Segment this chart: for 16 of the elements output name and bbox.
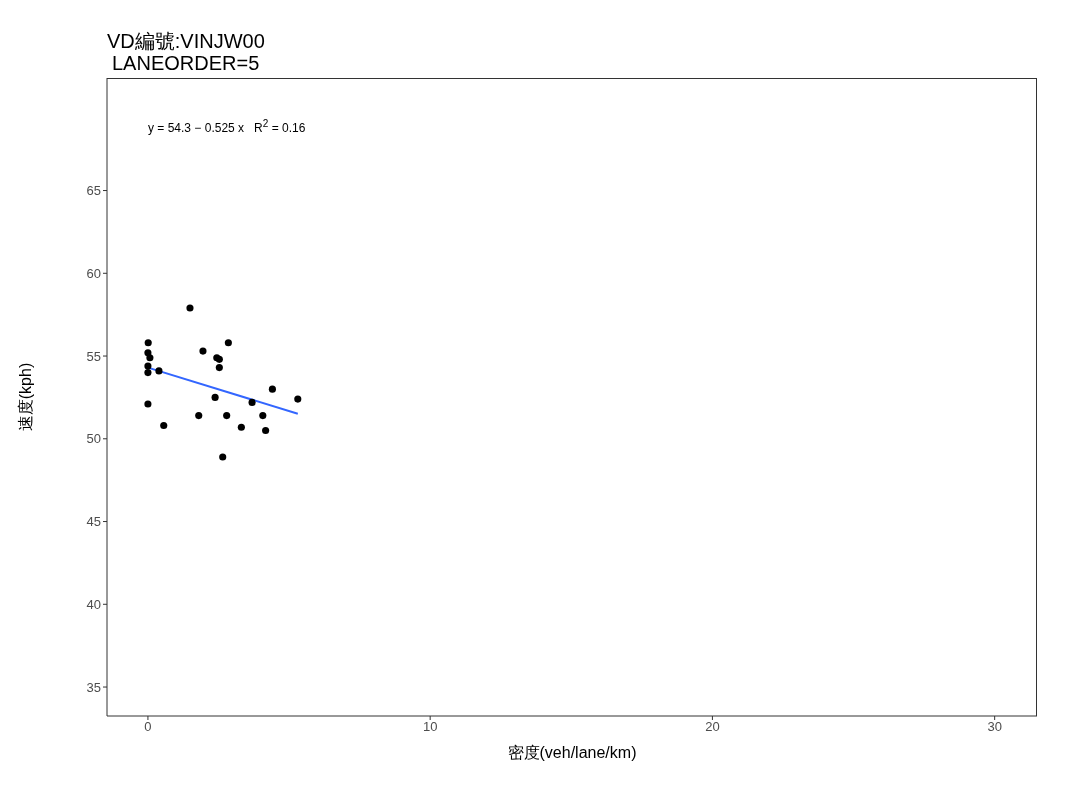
y-tick-label: 45 [86, 514, 101, 530]
x-tick-label: 30 [987, 719, 1002, 735]
annotation: y = 54.3 − 0.525 x R$^{2}$ = 0.16 [148, 118, 306, 135]
x-tick-label: 0 [144, 719, 152, 735]
y-tick-label: 50 [86, 431, 101, 447]
x-tick-label: 20 [705, 719, 720, 735]
y-tick-label: 65 [86, 183, 101, 199]
y-tick-label: 40 [86, 596, 101, 612]
x-tick-label: 10 [422, 719, 438, 735]
y-tick-label: 60 [86, 265, 101, 281]
y-axis-title: 速度(kph) [16, 362, 34, 432]
y-tick-label: 35 [86, 679, 101, 695]
chart-title: VD編號:VINJW00 [107, 30, 265, 52]
chart-subtitle: LANEORDER=5 [111, 52, 261, 74]
x-axis-title: 密度(veh/lane/km) [507, 744, 637, 761]
y-tick-label: 55 [86, 348, 101, 364]
